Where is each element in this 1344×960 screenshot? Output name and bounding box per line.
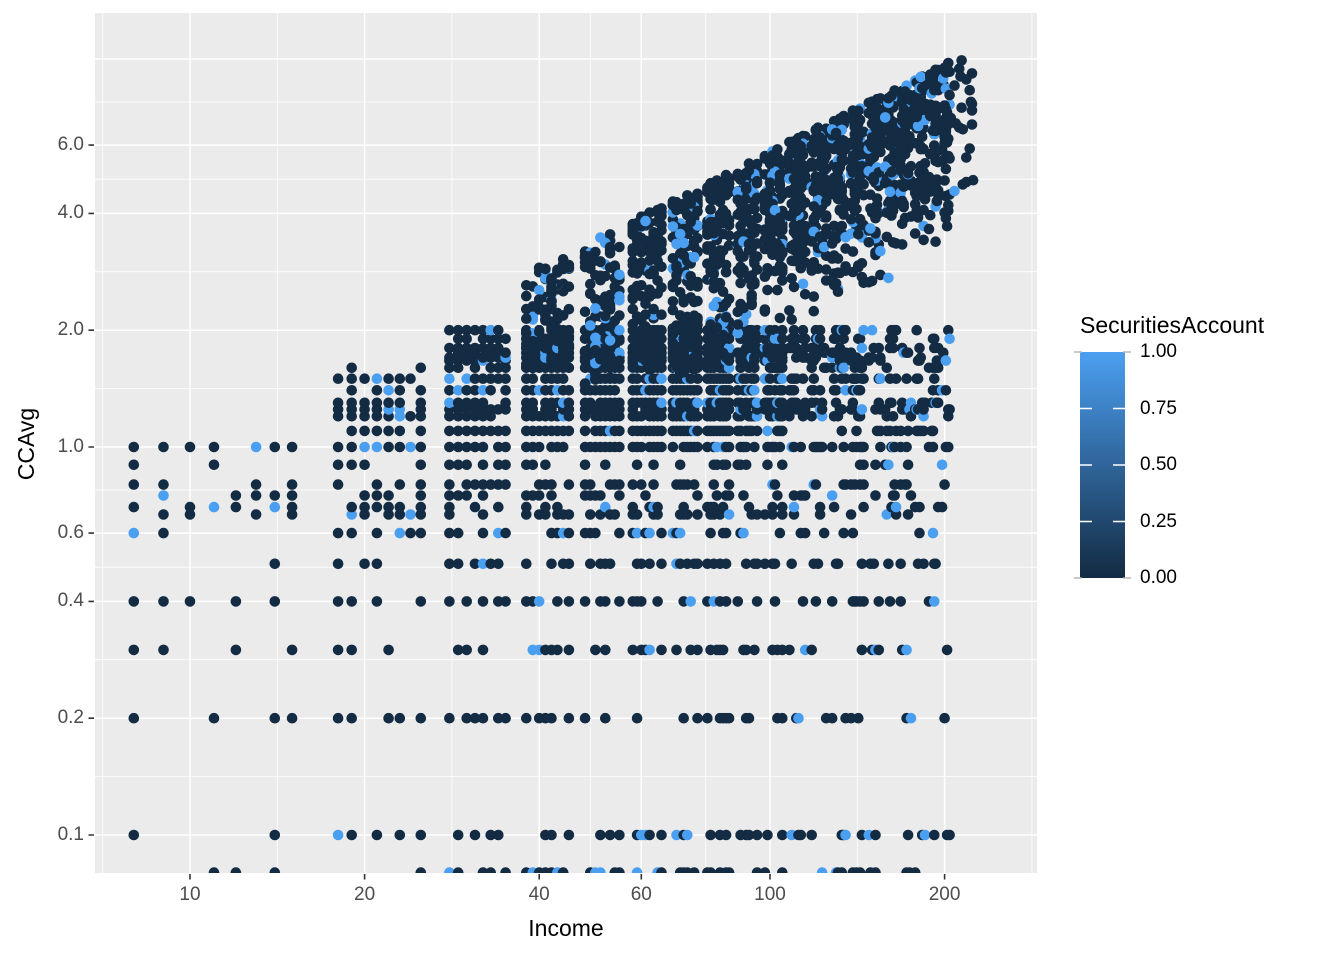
y-axis-title: CCAvg xyxy=(13,407,39,481)
y-tick-label: 0.2 xyxy=(57,707,84,729)
legend-tick-label: 0.75 xyxy=(1140,397,1177,419)
x-tick-label: 60 xyxy=(630,884,652,905)
y-tick-label: 1.0 xyxy=(57,436,84,457)
y-tick-label: 0.6 xyxy=(57,522,84,544)
y-tick-label: 2.0 xyxy=(57,319,84,341)
legend-title: SecuritiesAccount xyxy=(1080,312,1265,338)
y-tick-label: 4.0 xyxy=(57,202,84,224)
y-tick-label: 0.4 xyxy=(57,590,84,612)
legend-tick-label: 0.50 xyxy=(1140,454,1177,475)
legend-bar-end-ticks xyxy=(1074,351,1131,579)
y-tick-label: 6.0 xyxy=(57,134,84,156)
x-tick-label: 20 xyxy=(354,884,376,905)
x-axis-title: Income xyxy=(528,915,604,941)
x-tick-label: 200 xyxy=(928,884,961,905)
x-tick-label: 40 xyxy=(528,884,550,905)
data-points xyxy=(128,55,979,873)
x-tick-label: 10 xyxy=(179,884,201,905)
legend-tick-label: 0.25 xyxy=(1140,510,1177,532)
legend-tick-label: 0.00 xyxy=(1140,567,1177,588)
x-tick-label: 100 xyxy=(754,884,786,905)
y-tick-label: 0.1 xyxy=(57,824,84,845)
axis-tick-marks xyxy=(88,144,946,880)
legend-tick-label: 1.00 xyxy=(1140,341,1177,362)
legend-bar-ticks xyxy=(1080,407,1125,523)
